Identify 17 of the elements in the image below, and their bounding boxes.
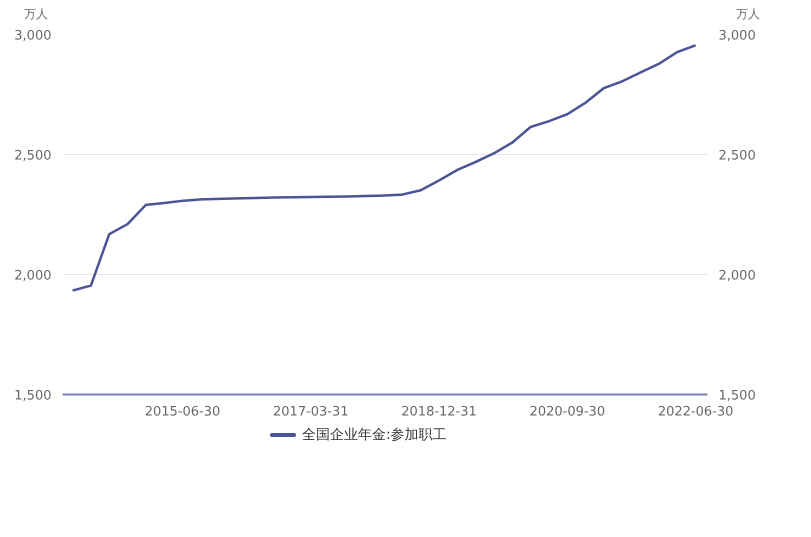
y2-tick-label: 1,500 [718,388,756,404]
y-tick-label: 1,500 [14,388,52,404]
y-axis-title: 万人 [24,6,48,23]
y2-axis-title: 万人 [736,6,760,23]
x-tick-label: 2020-09-30 [530,404,606,420]
y-tick-label: 3,000 [14,28,52,44]
line-series [71,44,697,292]
x-tick-label: 2015-06-30 [144,404,220,420]
x-tick-label: 2022-06-30 [658,404,734,420]
x-tick-label: 2017-03-31 [273,404,349,420]
y2-tick-label: 2,500 [718,148,756,164]
y-tick-label: 2,500 [14,148,52,164]
y2-tick-label: 3,000 [718,28,756,44]
y2-tick-label: 2,000 [718,268,756,284]
y-tick-label: 2,000 [14,268,52,284]
legend-label: 全国企业年金:参加职工 [302,426,447,445]
x-tick-label: 2018-12-31 [401,404,477,420]
